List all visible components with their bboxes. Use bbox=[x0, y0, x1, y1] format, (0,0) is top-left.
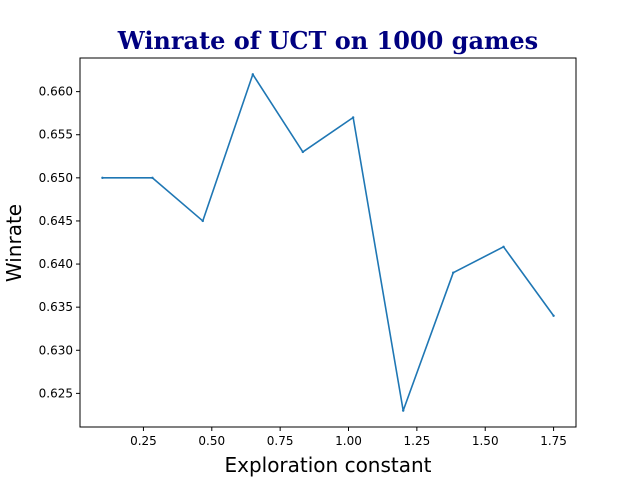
x-tick-label: 1.75 bbox=[540, 434, 567, 448]
y-tick-label: 0.650 bbox=[39, 171, 73, 185]
y-tick-label: 0.645 bbox=[39, 214, 73, 228]
y-tick-label: 0.630 bbox=[39, 343, 73, 357]
data-point bbox=[301, 150, 305, 154]
plot-area bbox=[79, 57, 577, 428]
x-tick-label: 0.25 bbox=[130, 434, 157, 448]
x-axis: 0.25 0.50 0.75 1.00 1.25 1.50 1.75 bbox=[130, 427, 567, 448]
data-point bbox=[452, 271, 455, 274]
data-point bbox=[101, 176, 104, 180]
x-tick-label: 0.75 bbox=[267, 434, 294, 448]
data-points bbox=[101, 73, 555, 412]
y-tick-label: 0.660 bbox=[39, 85, 73, 99]
x-tick-label: 1.25 bbox=[404, 434, 431, 448]
data-point bbox=[251, 73, 255, 76]
y-tick-label: 0.655 bbox=[39, 128, 73, 142]
data-point bbox=[151, 176, 154, 180]
chart-title: Winrate of UCT on 1000 games bbox=[117, 26, 538, 55]
data-point bbox=[401, 409, 405, 412]
y-tick-label: 0.625 bbox=[39, 386, 73, 400]
x-tick-label: 1.50 bbox=[472, 434, 499, 448]
data-point bbox=[552, 314, 555, 317]
series-line bbox=[102, 73, 555, 412]
y-axis-label: Winrate bbox=[2, 204, 26, 282]
data-point bbox=[351, 116, 355, 119]
y-axis: 0.625 0.630 0.635 0.640 0.645 0.650 0.655 0.660 bbox=[39, 85, 80, 400]
y-tick-label: 0.640 bbox=[39, 257, 73, 271]
data-point bbox=[201, 219, 204, 223]
data-point bbox=[502, 245, 505, 249]
x-tick-label: 1.00 bbox=[335, 434, 362, 448]
x-axis-label: Exploration constant bbox=[224, 453, 431, 477]
y-tick-label: 0.635 bbox=[39, 300, 73, 314]
x-tick-label: 0.50 bbox=[198, 434, 225, 448]
